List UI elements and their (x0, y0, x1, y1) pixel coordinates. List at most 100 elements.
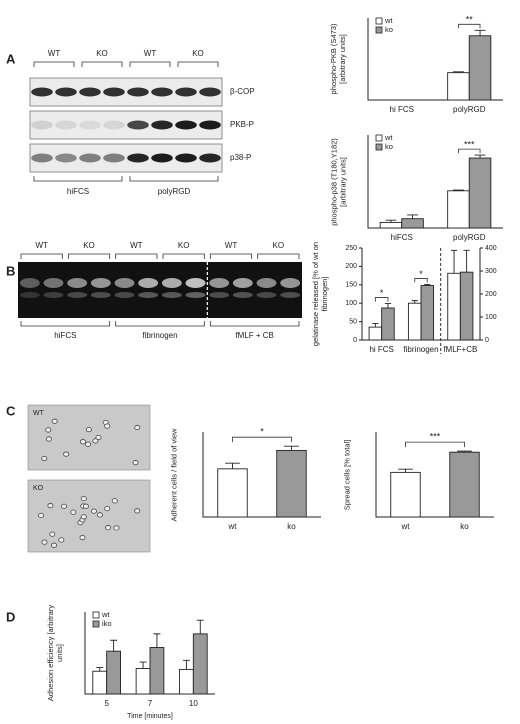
legend-swatch (375, 17, 383, 25)
error-bar (110, 639, 118, 652)
bar (192, 633, 208, 695)
cell (104, 506, 111, 512)
legend-label: ko (385, 142, 393, 151)
bar (390, 471, 421, 518)
group-label: hiFCS (54, 331, 76, 340)
x-tick-label: wt (401, 522, 411, 531)
gel-band (90, 292, 111, 298)
y-tick-label: 0 (353, 337, 357, 344)
cell (38, 512, 45, 519)
blot-band (103, 153, 125, 163)
y-axis-label: Adhesion efficiency [arbitrary units] (46, 604, 64, 702)
x-tick-label: wt (228, 522, 238, 531)
y2-tick-label: 100 (485, 314, 497, 321)
error-bar (411, 300, 418, 304)
blot-band (31, 153, 53, 163)
y2-tick-label: 0 (485, 337, 489, 344)
blot-band (79, 87, 101, 97)
error-bar (407, 214, 418, 219)
cell (84, 441, 91, 447)
bar (379, 221, 403, 229)
significance-bracket (458, 23, 481, 29)
blot-band (199, 153, 221, 163)
bar (149, 647, 165, 695)
significance-label: *** (430, 432, 441, 442)
gel-band (280, 292, 301, 298)
bar (447, 190, 470, 229)
cell (49, 531, 56, 537)
blot-band (175, 120, 197, 130)
legend-swatch (375, 134, 383, 142)
micrograph-label: KO (33, 485, 44, 492)
blot-band (199, 120, 221, 130)
error-bar (196, 619, 204, 634)
cell (95, 434, 102, 441)
gel-band (185, 278, 206, 288)
error-bar (453, 189, 464, 191)
legend-swatch (375, 143, 383, 151)
significance-label: ** (466, 15, 474, 25)
blot-band (175, 87, 197, 97)
x-tick-label: 7 (148, 699, 153, 708)
error-bar (453, 71, 464, 73)
bar (381, 307, 395, 341)
gel-band (232, 292, 253, 298)
blot-band (151, 87, 173, 97)
x-tick-label: ko (460, 522, 469, 531)
blot-row-label: PKB-P (230, 120, 254, 129)
gel-band (256, 292, 277, 298)
lane-label: KO (178, 241, 190, 250)
error-bar (284, 445, 299, 451)
group-label: fMLF + CB (235, 331, 273, 340)
gel-band (19, 278, 40, 288)
micrograph-label: WT (33, 410, 45, 417)
cell (51, 418, 58, 424)
x-tick-label: polyRGD (453, 105, 486, 114)
cell (45, 436, 52, 442)
significance-bracket (405, 441, 465, 448)
legend-swatch (92, 611, 100, 619)
y2-tick-label: 400 (485, 245, 497, 252)
group-bracket (209, 321, 300, 327)
y-axis-label: phospho-p38 (T180,Y182) [arbitrary units… (329, 137, 347, 226)
cell (41, 539, 48, 545)
blot-band (79, 153, 101, 163)
y2-tick-label: 200 (485, 291, 497, 298)
cell (51, 542, 58, 548)
error-bar (182, 659, 190, 670)
gel-band (209, 292, 230, 298)
cell (45, 427, 52, 433)
y-axis-label: gelatinase released [% of wt on fibrinog… (311, 241, 329, 347)
y2-tick-label: 300 (485, 268, 497, 275)
bar (447, 272, 461, 341)
bar (449, 451, 480, 518)
group-bracket (129, 176, 219, 182)
significance-label: * (380, 288, 384, 298)
cell (96, 512, 103, 518)
x-tick-label: hi FCS (390, 105, 414, 114)
cell (113, 525, 120, 531)
blot-band (103, 120, 125, 130)
gel-band (185, 292, 206, 298)
bar (276, 449, 307, 518)
lane-label: KO (273, 241, 285, 250)
error-bar (153, 633, 161, 648)
y-axis-label: Spread cells [% total] (341, 439, 351, 510)
lane-label: WT (130, 241, 143, 250)
cell (58, 537, 65, 543)
bar (420, 285, 435, 341)
x-tick-label: fibrinogen (403, 345, 438, 354)
x-tick-label: 10 (189, 699, 198, 708)
gel-band (138, 278, 159, 288)
blot-band (127, 153, 149, 163)
cell (111, 498, 118, 504)
bar (135, 668, 151, 695)
gel-band (19, 292, 40, 298)
gel-band (256, 278, 277, 288)
panel-label: A (6, 51, 16, 66)
bar (468, 157, 492, 229)
bar (459, 271, 474, 341)
blot-band (31, 87, 53, 97)
significance-bracket (374, 297, 389, 302)
